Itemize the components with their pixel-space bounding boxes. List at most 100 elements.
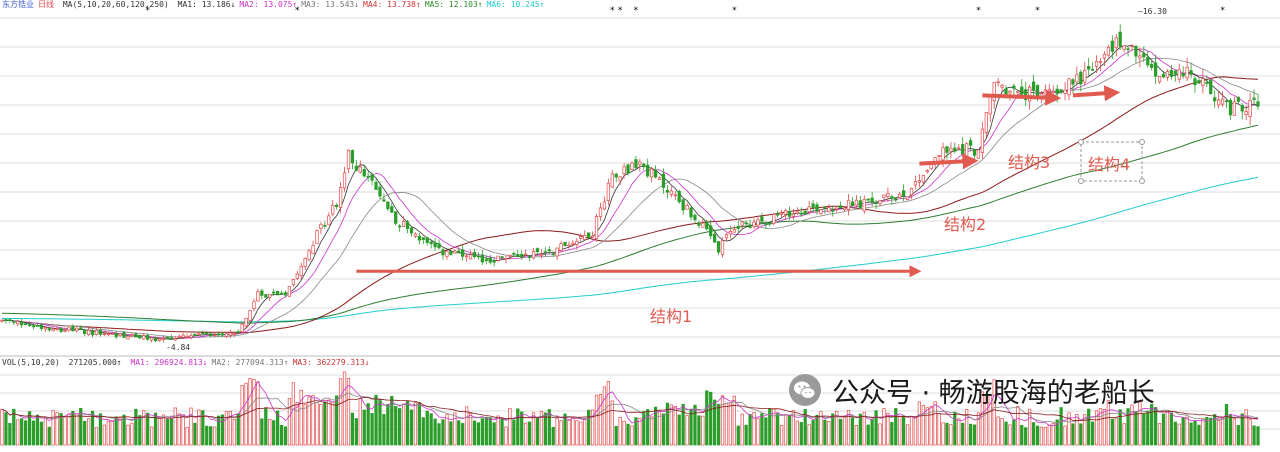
candle-body [358, 166, 362, 173]
candle-body [598, 207, 603, 217]
volume-bar [1138, 401, 1142, 446]
candle-body [468, 254, 473, 260]
candle-body [1209, 79, 1213, 95]
volume-bar [1110, 418, 1114, 446]
candle-body [110, 333, 114, 335]
volume-bar [1201, 418, 1205, 446]
candle-body [634, 159, 638, 168]
candle-body [1051, 90, 1055, 93]
volume-bar [563, 413, 567, 446]
volume-bar [516, 408, 520, 446]
period-label[interactable]: 日线 [38, 0, 54, 9]
volume-bar [594, 394, 599, 446]
stock-name[interactable]: 东方锆业 [2, 0, 34, 9]
candle-body [142, 335, 146, 340]
volume-bar [980, 391, 985, 446]
volume-bar [370, 413, 374, 446]
candle-body [1197, 80, 1201, 84]
volume-bar [480, 418, 484, 446]
candle-body [209, 333, 213, 337]
candle-body [248, 310, 252, 321]
candle-body [189, 335, 193, 338]
candle-body [1071, 79, 1075, 85]
ma-value-4: MA4: 13.738↑ [363, 0, 421, 9]
volume-bar [756, 417, 760, 446]
volume-bar [697, 415, 701, 446]
structure-arrow [919, 153, 979, 170]
volume-bar [173, 407, 177, 446]
volume-bar [894, 408, 898, 446]
volume-bar [212, 426, 217, 446]
volume-bar [622, 420, 626, 446]
candle-body [149, 337, 154, 341]
volume-bar [153, 412, 158, 446]
volume-bar [283, 426, 288, 446]
structure-arrow [982, 89, 1062, 106]
candle-body [1059, 89, 1063, 93]
volume-bar [232, 419, 236, 446]
volume-bar [425, 410, 429, 446]
ma120-path [1, 124, 1259, 324]
volume-bar [831, 413, 835, 446]
candle-body [949, 147, 953, 152]
volume-bar [1098, 408, 1103, 446]
volume-bar [870, 419, 874, 446]
candle-body [398, 225, 402, 228]
candle-body [815, 204, 819, 212]
structure-label: 结构3 [1008, 153, 1050, 172]
candle-body [275, 291, 280, 296]
selection-handle [1139, 139, 1145, 145]
candle-body [1193, 78, 1197, 86]
volume-bar [984, 393, 988, 446]
candle-body [886, 193, 890, 198]
candle-body [39, 324, 43, 329]
volume-bar [496, 415, 500, 446]
candle-body [185, 336, 189, 338]
candle-body [602, 201, 607, 210]
volume-bar [476, 422, 481, 446]
volume-bar [327, 399, 331, 446]
volume-bar [468, 412, 473, 446]
candle-body [614, 173, 618, 178]
volume-bar [776, 413, 780, 446]
candle-body [508, 254, 512, 257]
volume-bar [614, 426, 618, 446]
volume-bar [492, 422, 496, 446]
volume-bar [169, 418, 173, 446]
candle-body [193, 333, 197, 337]
vol-ma-values: MA1: 296924.813↓ MA2: 277094.313↑ MA3: 362… [130, 358, 373, 367]
volume-bar [1126, 408, 1130, 446]
candle-body [63, 330, 67, 332]
volume-bar [1047, 424, 1051, 446]
volume-bar [902, 415, 906, 446]
candle-body [157, 338, 162, 341]
volume-bar [39, 421, 43, 446]
volume-bar [921, 405, 925, 446]
volume-bar [185, 426, 189, 446]
volume-bar [130, 422, 134, 446]
candle-body [957, 147, 961, 150]
ma-value-3: MA3: 13.543↓ [301, 0, 360, 9]
volume-bar [500, 418, 504, 446]
volume-bar [732, 395, 736, 446]
price-labels: -4.84 —16.30 [166, 7, 1167, 352]
volume-bar [803, 409, 807, 446]
candle-body [307, 250, 311, 260]
candle-body [799, 212, 803, 215]
volume-bar [1028, 408, 1032, 446]
volume-bar [1169, 412, 1174, 446]
volume-bar [850, 417, 855, 446]
volume-bar [976, 412, 981, 446]
volume-header: VOL(5,10,20) 271205.000↑ MA1: 296924.813… [2, 358, 378, 368]
candle-body [1067, 78, 1071, 96]
volume-bar [531, 412, 536, 446]
candle-body [461, 249, 465, 257]
volume-bar [787, 414, 792, 446]
vol-ma-value-2: MA2: 277094.313↑ [211, 358, 289, 367]
candle-body [894, 197, 898, 201]
volume-bar [1004, 421, 1008, 446]
volume-bar [779, 425, 784, 446]
candle-body [1256, 101, 1260, 107]
candle-body [1185, 66, 1189, 79]
